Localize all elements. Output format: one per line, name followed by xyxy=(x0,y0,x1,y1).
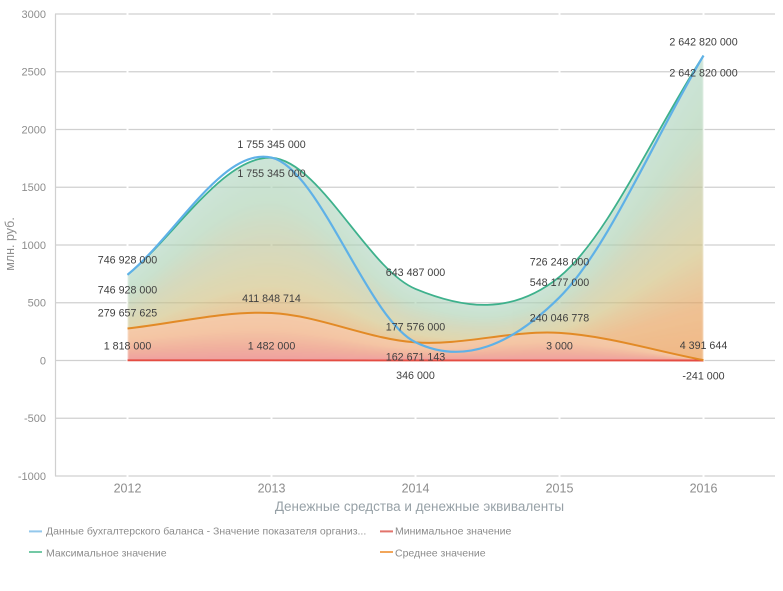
svg-text:1500: 1500 xyxy=(22,182,46,194)
svg-text:-500: -500 xyxy=(24,413,46,425)
svg-text:746 928 000: 746 928 000 xyxy=(98,284,157,296)
svg-text:240 046 778: 240 046 778 xyxy=(530,313,589,325)
svg-text:2016: 2016 xyxy=(690,481,718,495)
svg-text:0: 0 xyxy=(40,355,46,367)
svg-text:2012: 2012 xyxy=(114,481,142,495)
svg-text:Максимальное значение: Максимальное значение xyxy=(46,547,167,559)
svg-text:1 755 345 000: 1 755 345 000 xyxy=(237,168,305,180)
svg-text:2 642 820 000: 2 642 820 000 xyxy=(669,67,737,79)
svg-text:2 642 820 000: 2 642 820 000 xyxy=(669,36,737,48)
svg-text:2015: 2015 xyxy=(546,481,574,495)
svg-text:4 391 644: 4 391 644 xyxy=(680,340,728,352)
svg-text:2014: 2014 xyxy=(402,481,430,495)
svg-text:726 248 000: 726 248 000 xyxy=(530,257,589,269)
svg-text:Минимальное значение: Минимальное значение xyxy=(395,526,512,538)
svg-text:млн. руб.: млн. руб. xyxy=(3,217,17,271)
svg-text:1 482 000: 1 482 000 xyxy=(248,340,296,352)
svg-text:-1000: -1000 xyxy=(18,471,46,483)
svg-text:746 928 000: 746 928 000 xyxy=(98,255,157,267)
svg-text:346 000: 346 000 xyxy=(396,370,435,382)
svg-text:500: 500 xyxy=(28,298,46,310)
svg-text:279 657 625: 279 657 625 xyxy=(98,307,157,319)
svg-text:411 848 714: 411 848 714 xyxy=(242,293,301,305)
svg-text:643 487 000: 643 487 000 xyxy=(386,267,445,279)
svg-text:2013: 2013 xyxy=(258,481,286,495)
svg-text:3000: 3000 xyxy=(22,9,46,21)
svg-text:Данные бухгалтерского баланса: Данные бухгалтерского баланса - Значение… xyxy=(46,526,366,538)
svg-text:2000: 2000 xyxy=(22,124,46,136)
svg-text:548 177 000: 548 177 000 xyxy=(530,277,589,289)
svg-text:Среднее значение: Среднее значение xyxy=(395,547,486,559)
svg-text:1000: 1000 xyxy=(22,240,46,252)
svg-text:162 671 143: 162 671 143 xyxy=(386,352,445,364)
svg-text:-241 000: -241 000 xyxy=(682,370,724,382)
svg-text:177 576 000: 177 576 000 xyxy=(386,321,445,333)
svg-text:1 755 345 000: 1 755 345 000 xyxy=(237,139,305,151)
svg-text:3 000: 3 000 xyxy=(546,340,573,352)
svg-text:Денежные средства и денежные э: Денежные средства и денежные эквиваленты xyxy=(275,499,564,514)
svg-text:2500: 2500 xyxy=(22,67,46,79)
svg-text:1 818 000: 1 818 000 xyxy=(104,340,152,352)
